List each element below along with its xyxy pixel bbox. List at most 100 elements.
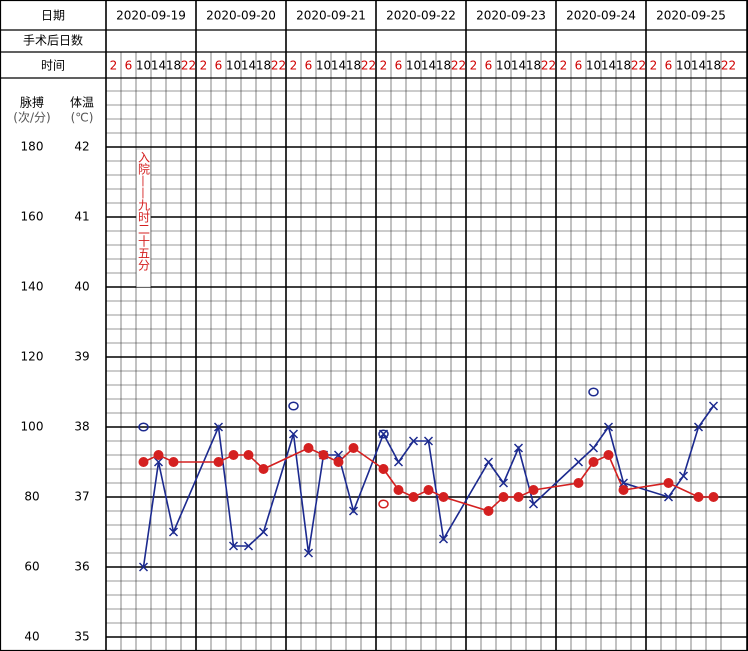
temperature-point xyxy=(408,492,419,502)
time-label: 2 xyxy=(110,59,118,73)
pulse-axis-label: 脉搏 xyxy=(20,95,44,110)
pulse-point xyxy=(333,450,344,460)
time-label: 18 xyxy=(526,59,541,73)
time-label: 2 xyxy=(560,59,568,73)
time-label: 14 xyxy=(691,59,706,73)
temperature-point xyxy=(513,492,524,502)
temperature-point xyxy=(228,450,239,460)
circle-point xyxy=(288,401,299,411)
temperature-point xyxy=(258,464,269,474)
temperature-point xyxy=(213,457,224,467)
temperature-point xyxy=(378,464,389,474)
annotation: 入院——九时二十五分 xyxy=(137,151,151,272)
pulse-tick-label: 100 xyxy=(21,420,44,434)
date-label: 2020-09-23 xyxy=(476,9,546,23)
pulse-point xyxy=(153,457,164,467)
time-label: 6 xyxy=(305,59,313,73)
temperature-point xyxy=(348,443,359,453)
temperature-point xyxy=(498,492,509,502)
date-label: 2020-09-20 xyxy=(206,9,276,23)
pulse-point xyxy=(168,527,179,537)
temperature-point xyxy=(153,450,164,460)
temperature-point xyxy=(303,443,314,453)
time-label: 18 xyxy=(346,59,361,73)
time-label: 22 xyxy=(181,59,196,73)
time-label: 22 xyxy=(631,59,646,73)
temp-axis-unit: (℃) xyxy=(71,111,94,125)
time-label: 2 xyxy=(650,59,658,73)
pulse-point xyxy=(528,499,539,509)
temp-tick-label: 38 xyxy=(74,420,89,434)
pulse-point xyxy=(588,443,599,453)
pulse-point xyxy=(603,422,614,432)
circle-point xyxy=(378,499,389,509)
time-label: 10 xyxy=(226,59,241,73)
temp-tick-label: 37 xyxy=(74,490,89,504)
pulse-tick-label: 80 xyxy=(24,490,39,504)
annotation-box xyxy=(136,148,151,288)
time-label: 2 xyxy=(470,59,478,73)
circle-point xyxy=(588,387,599,397)
circle-point xyxy=(138,422,149,432)
pulse-point xyxy=(498,478,509,488)
time-label: 6 xyxy=(125,59,133,73)
pulse-tick-label: 60 xyxy=(24,560,39,574)
pulse-point xyxy=(258,527,269,537)
date-label: 2020-09-19 xyxy=(116,9,186,23)
temperature-point xyxy=(663,478,674,488)
time-label: 22 xyxy=(721,59,736,73)
time-label: 18 xyxy=(166,59,181,73)
pulse-point xyxy=(678,471,689,481)
temperature-point xyxy=(528,485,539,495)
time-label: 6 xyxy=(395,59,403,73)
pulse-point xyxy=(693,422,704,432)
pulse-point xyxy=(138,562,149,572)
time-label: 10 xyxy=(316,59,331,73)
temp-tick-label: 40 xyxy=(74,280,89,294)
pulse-point xyxy=(663,492,674,502)
time-label: 14 xyxy=(511,59,526,73)
pulse-point xyxy=(618,478,629,488)
pulse-point xyxy=(228,541,239,551)
time-label: 10 xyxy=(406,59,421,73)
temperature-point xyxy=(573,478,584,488)
time-label: 14 xyxy=(151,59,166,73)
temperature-point xyxy=(603,450,614,460)
time-label: 14 xyxy=(331,59,346,73)
temperature-point xyxy=(483,506,494,516)
time-label: 10 xyxy=(676,59,691,73)
pulse-point xyxy=(348,506,359,516)
time-label: 18 xyxy=(256,59,271,73)
pulse-axis-unit: (次/分) xyxy=(13,111,50,125)
temp-tick-label: 41 xyxy=(74,210,89,224)
pulse-tick-label: 120 xyxy=(21,350,44,364)
row-label: 时间 xyxy=(41,59,65,73)
pulse-point xyxy=(243,541,254,551)
date-label: 2020-09-21 xyxy=(296,9,366,23)
temp-tick-label: 42 xyxy=(74,140,89,154)
time-label: 10 xyxy=(136,59,151,73)
time-label: 2 xyxy=(290,59,298,73)
temperature-point xyxy=(168,457,179,467)
temperature-point xyxy=(318,450,329,460)
time-label: 18 xyxy=(616,59,631,73)
date-label: 2020-09-24 xyxy=(566,9,636,23)
circle-point xyxy=(378,429,389,439)
time-label: 2 xyxy=(380,59,388,73)
pulse-point xyxy=(483,457,494,467)
pulse-point xyxy=(573,457,584,467)
temp-tick-label: 39 xyxy=(74,350,89,364)
date-label: 2020-09-25 xyxy=(656,9,726,23)
time-label: 22 xyxy=(451,59,466,73)
pulse-point xyxy=(288,429,299,439)
temp-axis-label: 体温 xyxy=(70,96,94,110)
pulse-point xyxy=(423,436,434,446)
time-label: 10 xyxy=(586,59,601,73)
pulse-point xyxy=(513,443,524,453)
temperature-point xyxy=(423,485,434,495)
time-label: 22 xyxy=(361,59,376,73)
time-label: 2 xyxy=(200,59,208,73)
time-label: 10 xyxy=(496,59,511,73)
